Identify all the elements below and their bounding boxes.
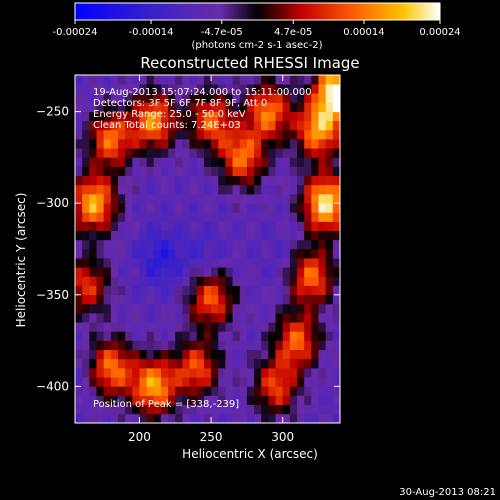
y-tick-label: −250 <box>36 105 69 119</box>
colorbar-tick-label: -0.00024 <box>53 27 98 38</box>
annotation-line: Detectors: 3F 5F 6F 7F 8F 9F, Att 0 <box>93 98 267 109</box>
y-axis-label: Heliocentric Y (arcsec) <box>14 193 28 328</box>
annotation-line: Clean Total counts: 7.24E+03 <box>93 120 241 131</box>
x-tick-label: 300 <box>271 430 294 444</box>
peak-label: Position of Peak = [338,-239] <box>93 399 239 410</box>
annotation-line: 19-Aug-2013 15:07:24.000 to 15:11:00.000 <box>93 87 312 98</box>
x-tick-label: 200 <box>128 430 151 444</box>
y-tick-label: −400 <box>36 379 69 393</box>
heatmap-image <box>75 75 340 423</box>
colorbar-tick-label: -0.00014 <box>129 27 174 38</box>
colorbar-tick-label: 0.00014 <box>343 27 384 38</box>
colorbar-tick-label: 0.00024 <box>419 27 460 38</box>
colorbar <box>74 2 441 21</box>
date-stamp: 30-Aug-2013 08:21 <box>399 487 496 498</box>
annotation-line: Energy Range: 25.0 - 50.0 keV <box>93 109 246 120</box>
colorbar-tick-label: 4.7e-05 <box>274 27 312 38</box>
y-tick-label: −350 <box>36 288 69 302</box>
annotation-block: 19-Aug-2013 15:07:24.000 to 15:11:00.000… <box>93 87 312 131</box>
plot-frame <box>74 74 341 424</box>
colorbar-tick-label: -4.7e-05 <box>201 27 243 38</box>
x-tick-label: 250 <box>200 430 223 444</box>
x-axis-label: Heliocentric X (arcsec) <box>182 447 318 461</box>
chart-title: Reconstructed RHESSI Image <box>140 54 359 72</box>
colorbar-unit: (photons cm-2 s-1 asec-2) <box>191 40 322 51</box>
y-tick-label: −300 <box>36 196 69 210</box>
